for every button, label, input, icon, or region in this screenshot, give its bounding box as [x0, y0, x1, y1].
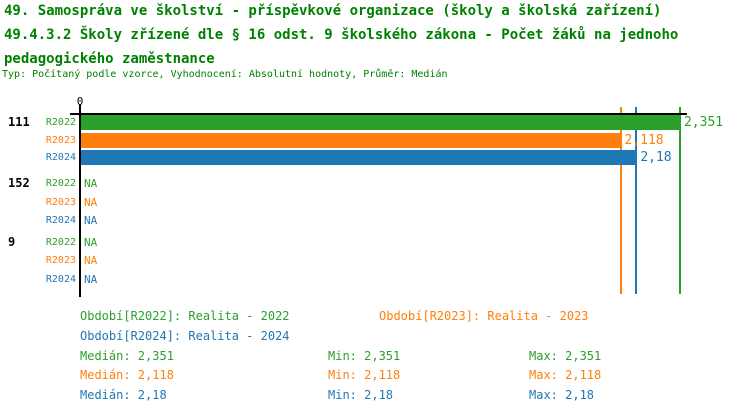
bar-value-label: 2,118 — [624, 132, 664, 148]
na-value: NA — [84, 177, 98, 190]
legend-period-r2024: Období[R2024]: Realita - 2024 — [80, 329, 290, 343]
page-title-line-3: pedagogického zaměstnance — [4, 51, 215, 67]
median-line-r2022 — [678, 107, 681, 294]
plot-top-border — [70, 113, 687, 115]
bar-value-label: 2,351 — [683, 115, 724, 130]
series-label-r2024: R2024 — [45, 152, 76, 163]
stat-max-r2024: Max: 2,18 — [529, 388, 595, 402]
bar-value-label: 2,18 — [640, 150, 672, 165]
series-label-r2024: R2024 — [45, 273, 76, 285]
stat-min-r2022: Min: 2,351 — [328, 349, 401, 363]
page-title-line-2: 49.4.3.2 Školy zřízené dle § 16 odst. 9 … — [4, 27, 679, 43]
na-value: NA — [84, 272, 98, 286]
na-value: NA — [84, 254, 98, 267]
chart-subtitle: Typ: Počítaný podle vzorce, Vyhodnocení:… — [2, 69, 448, 80]
series-label-r2022: R2022 — [45, 236, 76, 248]
series-label-r2023: R2023 — [45, 196, 76, 208]
median-line-r2024 — [635, 107, 638, 294]
series-label-r2024: R2024 — [45, 215, 76, 226]
na-value: NA — [84, 195, 98, 209]
stat-median-r2024: Medián: 2,18 — [80, 388, 167, 402]
stat-median-r2022: Medián: 2,351 — [80, 349, 174, 363]
series-label-r2022: R2022 — [45, 178, 76, 189]
median-line-r2023 — [619, 107, 622, 294]
stat-max-r2022: Max: 2,351 — [529, 349, 602, 363]
stat-median-r2023: Medián: 2,118 — [80, 368, 174, 382]
y-axis-line — [79, 104, 81, 297]
stat-min-r2023: Min: 2,118 — [328, 368, 401, 382]
bar-r2023 — [81, 132, 622, 148]
bar-r2022 — [81, 115, 681, 130]
x-axis-origin-label: 0 — [76, 95, 84, 108]
stat-min-r2024: Min: 2,18 — [328, 388, 394, 402]
stat-max-r2023: Max: 2,118 — [529, 368, 602, 382]
page-title-line-1: 49. Samospráva ve školství - příspěvkové… — [4, 3, 662, 19]
bar-r2024 — [81, 150, 638, 165]
group-label: 9 — [8, 234, 16, 249]
group-label: 152 — [8, 176, 30, 190]
na-value: NA — [84, 235, 98, 249]
legend-period-r2023: Období[R2023]: Realita - 2023 — [379, 309, 589, 323]
series-label-r2023: R2023 — [45, 134, 76, 146]
group-label: 111 — [8, 115, 30, 129]
series-label-r2023: R2023 — [45, 255, 76, 266]
legend-period-r2022: Období[R2022]: Realita - 2022 — [80, 309, 290, 323]
series-label-r2022: R2022 — [45, 117, 76, 128]
na-value: NA — [84, 214, 98, 227]
